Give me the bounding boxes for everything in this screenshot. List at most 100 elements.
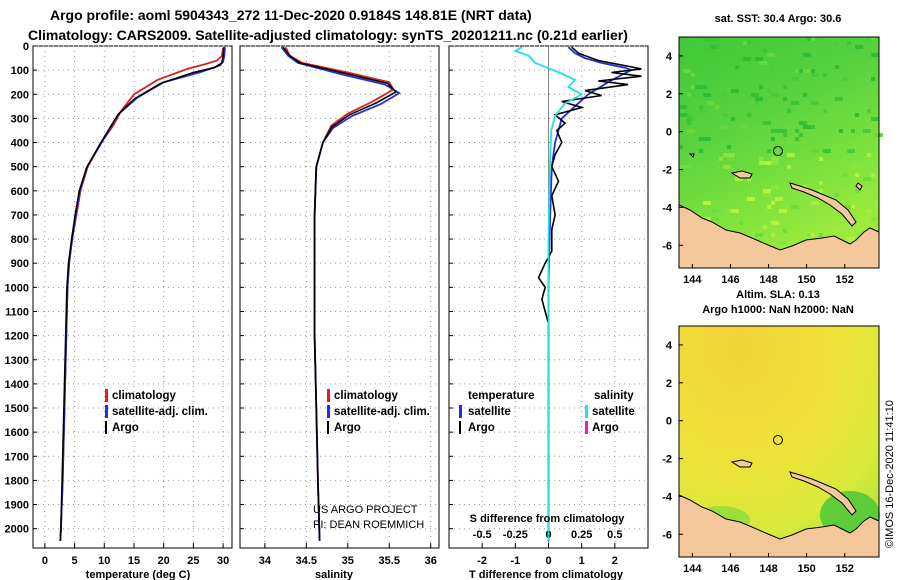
sst-pixel	[807, 53, 811, 57]
legend-mark-satellite	[105, 405, 108, 418]
sst-pixel	[851, 129, 855, 133]
sst-pixel	[695, 69, 699, 73]
sst-pixel	[731, 169, 735, 173]
sst-pixel	[791, 205, 799, 209]
t-difference-axis-label: T difference from climatology	[469, 569, 624, 580]
sst-pixel	[835, 97, 843, 101]
sla-land-islands	[730, 459, 753, 468]
series-temperature-argo	[537, 46, 642, 541]
imos-timestamp: ©IMOS 16-Dec-2020 11:41:10	[884, 400, 896, 548]
sst-pixel	[799, 57, 803, 61]
sst-pixel	[743, 57, 751, 61]
sst-pixel	[687, 93, 691, 97]
sst-pixel	[871, 37, 875, 41]
sst-pixel	[863, 129, 871, 133]
sst-pixel	[779, 241, 787, 245]
sst-pixel	[687, 117, 691, 121]
sst-pixel	[811, 101, 819, 105]
sst-land-small-islands	[688, 153, 863, 191]
legend-argo: Argo	[112, 422, 139, 434]
sst-pixel	[767, 89, 771, 93]
sst-pixel	[731, 89, 739, 93]
sst-pixel	[795, 137, 799, 141]
sst-pixel	[739, 125, 747, 129]
sst-pixel	[771, 93, 779, 97]
sst-pixel	[767, 205, 771, 209]
sst-pixel	[871, 77, 875, 81]
sst-pixel	[823, 149, 831, 153]
sla-map	[678, 325, 880, 558]
map-x-tick-label: 148	[759, 563, 777, 575]
x-tick-label: 0	[545, 555, 551, 567]
sla-land-new-guinea	[678, 494, 880, 558]
map-y-tick-label: 2	[666, 89, 672, 101]
sst-pixel	[763, 121, 771, 125]
sst-pixel	[795, 129, 799, 133]
sst-pixel	[779, 209, 787, 213]
depth-tick-label: 500	[11, 162, 29, 174]
sst-pixel	[803, 185, 807, 189]
depth-tick-label: 2000	[5, 524, 29, 536]
temperature-legend: climatology satellite-adj. clim. Argo	[105, 389, 208, 434]
map-y-tick-label: -4	[662, 491, 673, 503]
sst-pixel	[867, 109, 871, 113]
sst-pixel	[711, 37, 719, 41]
sst-pixel	[759, 85, 763, 89]
sst-pixel	[771, 137, 775, 141]
credit-pi: PI: DEAN ROEMMICH	[313, 519, 424, 531]
sst-pixel	[775, 161, 779, 165]
depth-tick-label: 300	[11, 113, 29, 125]
legend-mark-t-satellite	[459, 405, 462, 418]
sst-pixel	[691, 117, 695, 121]
x-tick-label: -2	[477, 555, 487, 567]
sst-pixel	[803, 69, 811, 73]
sst-pixel	[747, 177, 751, 181]
map-x-tick-label: 150	[797, 563, 815, 575]
sst-map	[678, 36, 883, 269]
sst-argo-marker	[773, 146, 783, 156]
x-tick-label: 34	[259, 555, 272, 567]
sst-pixel	[699, 109, 703, 113]
sst-pixel	[787, 109, 791, 113]
sst-pixel	[679, 165, 687, 169]
sst-map-axes: 144 146 148 150 152 4 2 0 -2 -4 -6	[662, 51, 854, 286]
sst-pixel	[855, 45, 863, 49]
sst-pixel	[779, 137, 787, 141]
map-y-tick-label: -6	[662, 240, 672, 252]
sst-pixel	[799, 69, 803, 73]
sst-pixel	[755, 233, 763, 237]
sst-pixel	[871, 53, 879, 57]
figure-title-line-2: Climatology: CARS2009. Satellite-adjuste…	[28, 27, 628, 43]
sst-pixel	[855, 173, 859, 177]
sst-pixel	[771, 185, 779, 189]
depth-tick-label: 400	[11, 138, 29, 150]
sst-pixel	[771, 157, 779, 161]
depth-tick-label: 900	[11, 258, 29, 270]
sst-pixel	[835, 193, 839, 197]
depth-tick-label: 800	[11, 234, 29, 246]
sst-pixel	[727, 145, 731, 149]
sst-map-title: sat. SST: 30.4 Argo: 30.6	[715, 13, 842, 25]
depth-tick-label: 1600	[5, 427, 29, 439]
sst-pixel	[783, 85, 787, 89]
depth-tick-label: 1500	[5, 403, 29, 415]
sst-pixel	[843, 173, 847, 177]
sst-pixel	[747, 113, 751, 117]
map-x-tick-label: 144	[683, 563, 702, 575]
sst-pixel	[811, 73, 819, 77]
sst-pixel	[755, 57, 763, 61]
sst-pixel	[683, 69, 691, 73]
x-tick-label: 10	[98, 555, 110, 567]
map-y-tick-label: -6	[662, 529, 672, 541]
profile-lines	[59, 46, 642, 541]
sst-pixel	[695, 85, 703, 89]
map-y-tick-label: 0	[666, 416, 672, 428]
legend-s-argo: Argo	[592, 422, 619, 434]
legend-mark-s-argo	[585, 421, 588, 434]
sst-pixel	[783, 229, 787, 233]
depth-tick-label: 700	[11, 210, 29, 222]
sst-pixel	[723, 93, 727, 97]
sst-pixel	[755, 93, 759, 97]
salinity-axis-label: salinity	[315, 569, 354, 580]
sst-pixel	[679, 89, 683, 93]
